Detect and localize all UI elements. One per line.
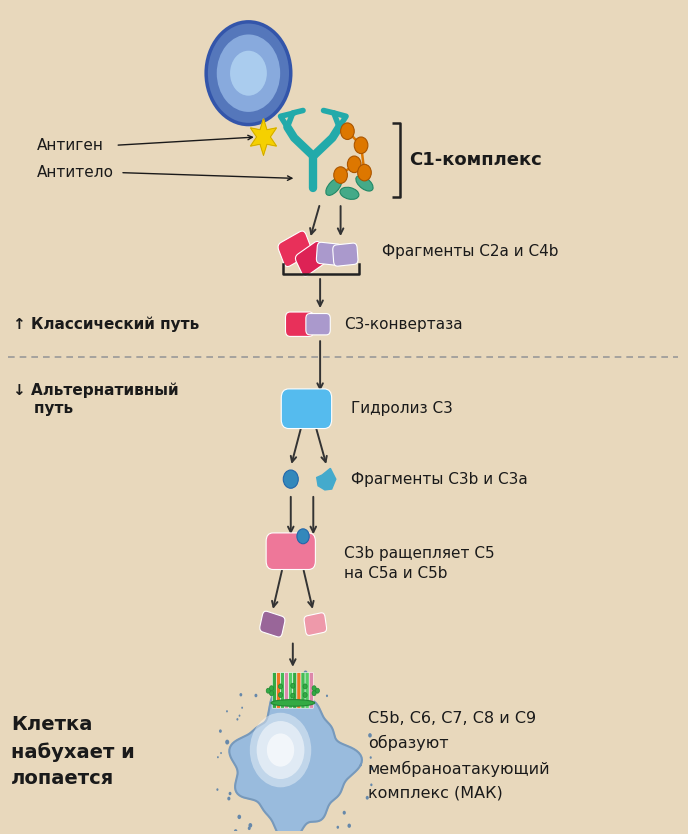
Circle shape: [220, 752, 222, 754]
Circle shape: [315, 688, 319, 693]
Circle shape: [206, 22, 291, 124]
Text: ↑ Классический путь: ↑ Классический путь: [13, 316, 200, 332]
Circle shape: [312, 686, 316, 691]
FancyBboxPatch shape: [286, 312, 314, 336]
Ellipse shape: [326, 178, 342, 195]
Text: ↓ Альтернативный
    путь: ↓ Альтернативный путь: [13, 382, 179, 416]
FancyBboxPatch shape: [295, 241, 327, 276]
Circle shape: [291, 693, 295, 698]
Circle shape: [303, 684, 307, 689]
Circle shape: [217, 756, 219, 758]
FancyBboxPatch shape: [301, 672, 305, 708]
Circle shape: [229, 50, 268, 97]
Circle shape: [279, 684, 283, 689]
Circle shape: [279, 692, 283, 697]
FancyBboxPatch shape: [285, 672, 289, 708]
Text: С1-комплекс: С1-комплекс: [409, 151, 541, 169]
FancyBboxPatch shape: [266, 533, 315, 570]
Circle shape: [368, 733, 372, 737]
Text: Гидролиз С3: Гидролиз С3: [351, 401, 453, 416]
Circle shape: [303, 692, 307, 697]
Circle shape: [312, 691, 316, 696]
FancyBboxPatch shape: [297, 672, 301, 708]
Text: Антитело: Антитело: [37, 165, 114, 180]
Circle shape: [370, 766, 374, 770]
Text: Фрагменты С3b и С3а: Фрагменты С3b и С3а: [351, 472, 528, 486]
Circle shape: [237, 815, 241, 819]
Circle shape: [225, 740, 229, 745]
Circle shape: [369, 756, 372, 759]
Circle shape: [274, 689, 278, 694]
Circle shape: [227, 796, 230, 801]
Circle shape: [370, 783, 372, 786]
Circle shape: [326, 695, 328, 697]
Text: Антиген: Антиген: [37, 138, 104, 153]
Ellipse shape: [271, 700, 314, 706]
Circle shape: [255, 694, 257, 697]
FancyBboxPatch shape: [305, 672, 309, 708]
Polygon shape: [250, 118, 277, 155]
Circle shape: [248, 826, 250, 830]
Circle shape: [334, 167, 347, 183]
Text: С3b ращепляет С5
на С5а и С5b: С3b ращепляет С5 на С5а и С5b: [344, 546, 495, 581]
FancyBboxPatch shape: [309, 672, 313, 708]
FancyBboxPatch shape: [278, 231, 312, 267]
Circle shape: [291, 683, 295, 688]
FancyBboxPatch shape: [260, 611, 285, 637]
FancyBboxPatch shape: [306, 314, 330, 335]
Circle shape: [341, 123, 354, 139]
Circle shape: [267, 733, 294, 766]
Ellipse shape: [340, 188, 359, 199]
FancyBboxPatch shape: [333, 243, 358, 266]
Circle shape: [239, 715, 240, 716]
Circle shape: [248, 823, 252, 827]
Circle shape: [216, 788, 219, 791]
Circle shape: [216, 33, 281, 113]
Circle shape: [336, 826, 339, 829]
Circle shape: [281, 675, 283, 676]
Circle shape: [266, 688, 270, 693]
Circle shape: [234, 829, 237, 833]
Polygon shape: [229, 690, 362, 834]
Circle shape: [241, 706, 243, 709]
FancyBboxPatch shape: [316, 242, 341, 265]
Circle shape: [354, 137, 368, 153]
FancyBboxPatch shape: [272, 672, 277, 708]
Circle shape: [343, 811, 346, 815]
Circle shape: [228, 791, 231, 796]
Circle shape: [257, 721, 304, 779]
Circle shape: [358, 164, 372, 181]
Text: Фрагменты С2а и С4b: Фрагменты С2а и С4b: [382, 244, 558, 259]
Circle shape: [239, 693, 242, 696]
Circle shape: [366, 796, 369, 800]
Ellipse shape: [356, 176, 373, 191]
Polygon shape: [316, 469, 336, 490]
Circle shape: [270, 691, 274, 696]
Text: Клетка
набухает и
лопается: Клетка набухает и лопается: [11, 716, 135, 788]
FancyBboxPatch shape: [304, 613, 327, 636]
Text: С3-конвертаза: С3-конвертаза: [344, 317, 462, 332]
FancyBboxPatch shape: [281, 389, 332, 429]
FancyBboxPatch shape: [281, 672, 285, 708]
FancyBboxPatch shape: [293, 672, 297, 708]
Circle shape: [219, 730, 222, 733]
Circle shape: [347, 824, 351, 828]
FancyBboxPatch shape: [289, 672, 293, 708]
Circle shape: [237, 718, 239, 721]
Circle shape: [270, 686, 274, 691]
Circle shape: [297, 529, 309, 544]
Circle shape: [283, 470, 299, 488]
Circle shape: [226, 711, 228, 712]
Text: С5b, С6, С7, С8 и С9
образуют
мембраноатакующий
комплекс (МАК): С5b, С6, С7, С8 и С9 образуют мембраноат…: [368, 711, 550, 801]
Circle shape: [347, 156, 361, 173]
Circle shape: [303, 671, 308, 676]
Circle shape: [250, 713, 311, 787]
FancyBboxPatch shape: [277, 672, 281, 708]
